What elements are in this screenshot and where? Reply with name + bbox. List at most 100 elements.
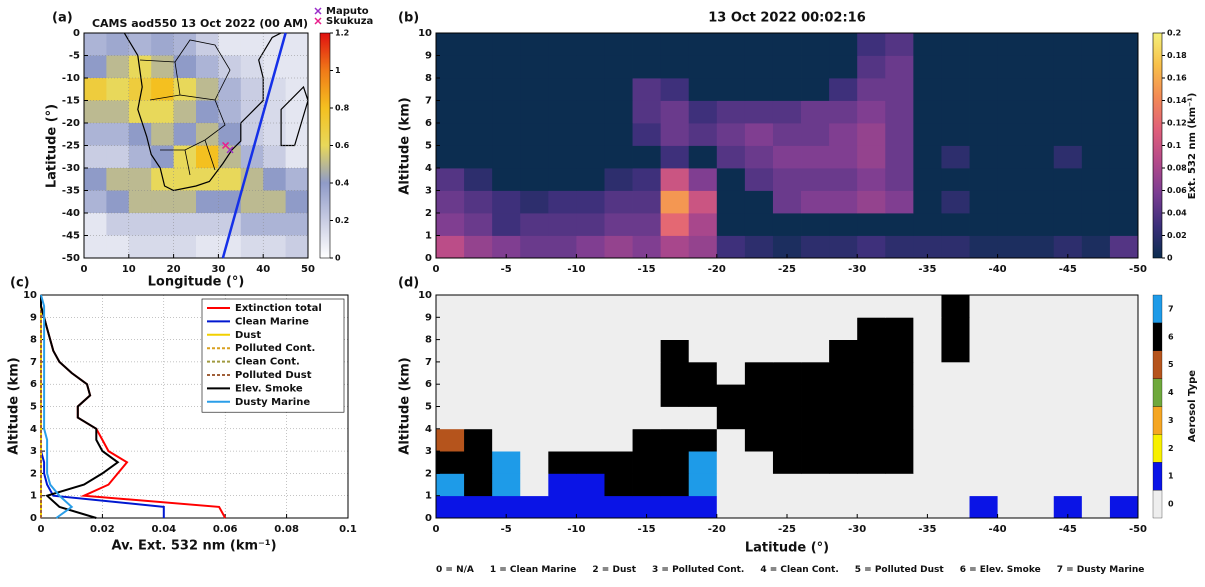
heatmap-cell [716, 361, 746, 385]
y-tick-label: 8 [30, 335, 37, 346]
heatmap-cell [829, 145, 858, 169]
heatmap-cell [857, 473, 886, 497]
heatmap-cell [1053, 55, 1083, 79]
heatmap-cell [1081, 339, 1111, 363]
heatmap-cell [1109, 190, 1139, 214]
heatmap-cell [1053, 190, 1083, 214]
heatmap-cell [436, 406, 465, 430]
class-legend: 0 = N/A 1 = Clean Marine 2 = Dust 3 = Pollu… [436, 566, 1176, 575]
heatmap-cell [969, 361, 998, 385]
heatmap-cell [520, 384, 549, 407]
heatmap-cell [660, 406, 690, 430]
class-label: 0 = N/A [436, 565, 474, 575]
heatmap-cell [263, 235, 286, 259]
heatmap-cell [744, 295, 774, 318]
heatmap-cell [240, 33, 264, 56]
chart-title: CAMS aod550 13 Oct 2022 (00 AM) [92, 17, 308, 30]
heatmap-cell [1109, 145, 1139, 169]
heatmap-cell [688, 406, 718, 430]
heatmap-cell [801, 361, 830, 385]
heatmap-cell [632, 168, 662, 191]
heatmap-cell [688, 451, 718, 474]
heatmap-cell [969, 78, 998, 101]
heatmap-cell [1025, 384, 1055, 407]
heatmap-cell [128, 78, 152, 101]
heatmap-cell [520, 213, 549, 236]
heatmap-cell [492, 145, 521, 169]
heatmap-cell [263, 168, 286, 191]
colorbar-segment [1152, 434, 1163, 463]
heatmap-cell [604, 168, 633, 191]
heatmap-cell [997, 100, 1027, 124]
heatmap-cell [520, 168, 549, 191]
heatmap-cell [436, 384, 465, 407]
heatmap-cell [576, 473, 605, 497]
heatmap-cell [716, 33, 746, 56]
heatmap-cell [285, 168, 309, 191]
heatmap-cell [520, 145, 549, 169]
heatmap-cell [941, 317, 970, 340]
heatmap-cell [660, 123, 690, 146]
heatmap-cell [1081, 428, 1111, 452]
heatmap-cell [969, 451, 998, 474]
heatmap-cell [660, 317, 690, 340]
heatmap-cell [464, 190, 493, 214]
x-tick-label: -5 [501, 264, 512, 275]
heatmap-cell [885, 235, 914, 259]
heatmap-cell [885, 339, 914, 363]
heatmap-cell [801, 235, 830, 259]
heatmap-cell [969, 168, 998, 191]
heatmap-cell [969, 190, 998, 214]
heatmap-cell [520, 78, 549, 101]
colorbar-tick-label: 0.08 [1167, 164, 1187, 173]
heatmap-cell [548, 495, 577, 519]
heatmap-cell [969, 100, 998, 124]
heatmap-cell [218, 168, 242, 191]
heatmap-cell [716, 406, 746, 430]
heatmap-cell [576, 361, 605, 385]
heatmap-cell [801, 339, 830, 363]
heatmap-cell [1053, 495, 1083, 519]
x-tick-label: -10 [567, 264, 585, 275]
heatmap-cell [604, 78, 633, 101]
heatmap-cell [106, 100, 130, 124]
x-tick-label: -10 [567, 524, 585, 535]
heatmap-cell [744, 213, 774, 236]
heatmap-cell [829, 33, 858, 56]
heatmap-cell [857, 235, 886, 259]
heatmap-cell [196, 33, 219, 56]
heatmap-cell [801, 168, 830, 191]
heatmap-cell [913, 295, 942, 318]
heatmap-cell [688, 339, 718, 363]
heatmap-cell [744, 145, 774, 169]
x-tick-label: 0 [81, 264, 88, 275]
heatmap-cell [492, 317, 521, 340]
heatmap-cell [688, 317, 718, 340]
heatmap-cell [520, 428, 549, 452]
heatmap-cell [84, 55, 107, 79]
heatmap-cell [604, 451, 633, 474]
heatmap-cell [1109, 295, 1139, 318]
heatmap-cell [464, 78, 493, 101]
colorbar-tick-label: 0 [335, 254, 341, 263]
heatmap-cell [492, 78, 521, 101]
heatmap-cell [1053, 33, 1083, 56]
x-tick-label: -5 [501, 524, 512, 535]
colorbar-tick-label: 0.18 [1167, 51, 1187, 60]
heatmap-cell [604, 495, 633, 519]
heatmap-cell [464, 473, 493, 497]
heatmap-cell [218, 213, 242, 236]
heatmap-cell [885, 213, 914, 236]
heatmap-cell [716, 190, 746, 214]
heatmap-cell [913, 78, 942, 101]
heatmap-cell [436, 235, 465, 259]
heatmap-cell [520, 451, 549, 474]
heatmap-cell [660, 55, 690, 79]
heatmap-cell [997, 168, 1027, 191]
heatmap-cell [106, 55, 130, 79]
heatmap-cell [285, 190, 309, 214]
heatmap-cell [660, 190, 690, 214]
heatmap-cell [1025, 473, 1055, 497]
heatmap-cell [772, 473, 802, 497]
heatmap-cell [744, 406, 774, 430]
